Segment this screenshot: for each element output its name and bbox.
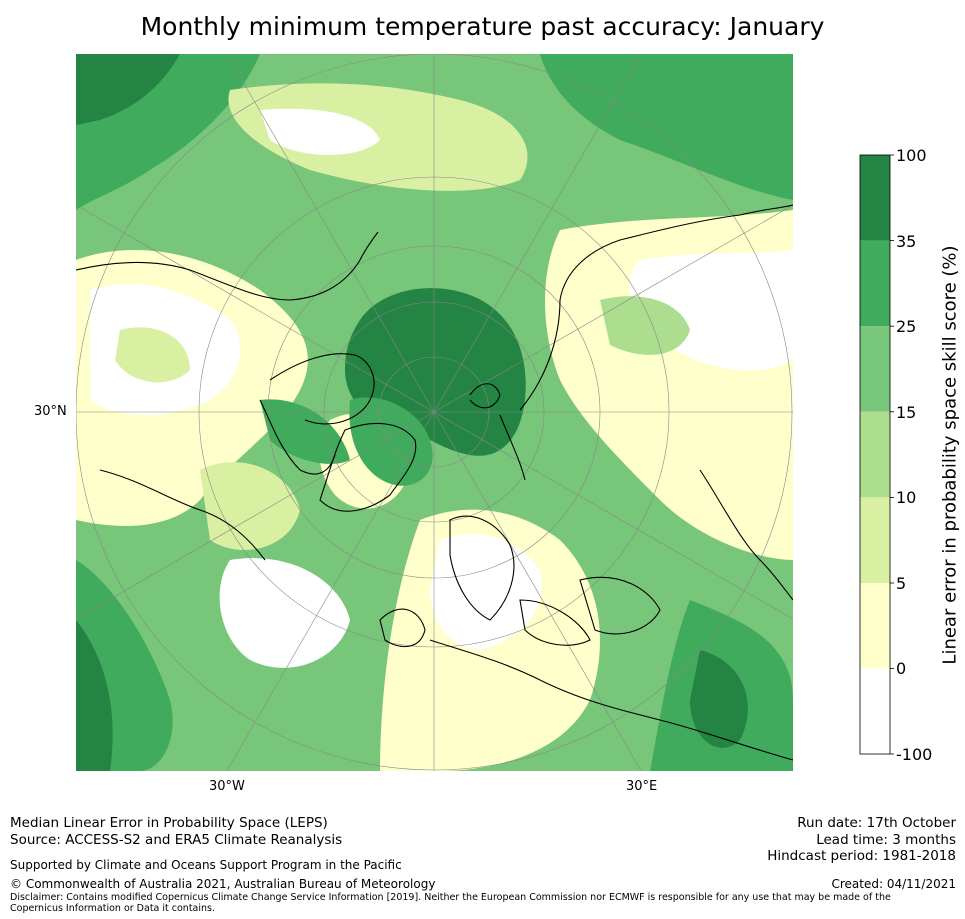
north-atlantic-low-patch xyxy=(219,558,350,668)
footer-run-date: Run date: 17th October xyxy=(797,815,956,831)
footer-copyright: © Commonwealth of Australia 2021, Austra… xyxy=(10,877,436,891)
colorbar-tick-label: 5 xyxy=(896,574,907,593)
colorbar-outline xyxy=(859,154,891,755)
footer-support: Supported by Climate and Oceans Support … xyxy=(10,858,402,872)
colorbar-title: Linear error in probability space skill … xyxy=(939,245,961,665)
asia-south-very-high-region xyxy=(690,650,748,748)
north-pacific-low-patch xyxy=(260,108,380,155)
colorbar-tick-label: 10 xyxy=(896,488,917,507)
graticule xyxy=(76,54,793,771)
caspian-coastline xyxy=(579,576,661,635)
alaska-coastline xyxy=(76,231,379,301)
colorbar-band-neg100-0 xyxy=(860,668,890,754)
colorbar-band-35-100 xyxy=(860,155,890,241)
colorbar-band-15-25 xyxy=(860,326,890,412)
colorbar-tick-label: 100 xyxy=(896,146,927,165)
footer-source: Source: ACCESS-S2 and ERA5 Climate Reana… xyxy=(10,832,343,848)
hudson-bay-high-region xyxy=(260,399,350,464)
europe-south-coastline xyxy=(429,639,793,761)
north-america-east-coastline xyxy=(99,469,266,561)
skill-score-map xyxy=(76,54,793,771)
pacific-very-high-region xyxy=(76,54,180,125)
colorbar-tick-label: 35 xyxy=(896,232,917,251)
colorbar-tick-label: 25 xyxy=(896,317,917,336)
british-isles-coastline xyxy=(379,608,426,648)
lon-label-30w: 30°W xyxy=(209,779,245,794)
coastlines xyxy=(76,204,793,761)
greenland-coastline xyxy=(319,422,417,512)
alaska-mid-patch xyxy=(115,327,190,383)
asia-east-coastline xyxy=(699,469,793,601)
meridian-150e xyxy=(433,54,642,413)
meridian-120e xyxy=(433,204,793,413)
black-sea-coastline xyxy=(519,599,591,646)
siberia-mid-patch xyxy=(600,296,690,355)
footer-disclaimer: Disclaimer: Contains modified Copernicus… xyxy=(10,892,891,914)
footer-method: Median Linear Error in Probability Space… xyxy=(10,815,328,831)
siberia-north-coastline xyxy=(519,204,793,411)
footer-lead-time: Lead time: 3 months xyxy=(816,832,956,848)
colorbar-band-5-10 xyxy=(860,497,890,583)
north-pacific-east-region xyxy=(540,54,793,200)
meridian-60w xyxy=(76,411,435,620)
colorbar-band-0-5 xyxy=(860,583,890,669)
canadian-archipelago-coastline xyxy=(269,353,375,425)
labrador-mid-patch xyxy=(200,462,300,550)
lon-label-30e: 30°E xyxy=(626,779,658,794)
meridian-30w xyxy=(226,411,435,771)
meridian-60e xyxy=(433,411,793,620)
hudson-bay-coastline xyxy=(259,399,336,475)
chart-title: Monthly minimum temperature past accurac… xyxy=(140,12,825,41)
atlantic-very-high-region xyxy=(76,620,113,771)
footer-hindcast: Hindcast period: 1981-2018 xyxy=(767,848,956,864)
scandinavia-coastline xyxy=(449,515,515,621)
colorbar-band-10-15 xyxy=(860,411,890,498)
meridian-120w xyxy=(76,204,435,413)
colorbar xyxy=(859,154,894,755)
colorbar-band-25-35 xyxy=(860,240,890,327)
novaya-zemlya-coastline xyxy=(499,414,526,481)
svalbard-coastline xyxy=(469,383,501,409)
lat-label-30n: 30°N xyxy=(34,404,67,419)
meridian-150w xyxy=(226,54,435,413)
meridian-30e xyxy=(433,411,642,771)
footer-created: Created: 04/11/2021 xyxy=(831,877,956,891)
colorbar-tick-label: 15 xyxy=(896,403,917,422)
colorbar-tick-label: 0 xyxy=(896,659,907,678)
colorbar-tick-label: -100 xyxy=(896,745,933,764)
